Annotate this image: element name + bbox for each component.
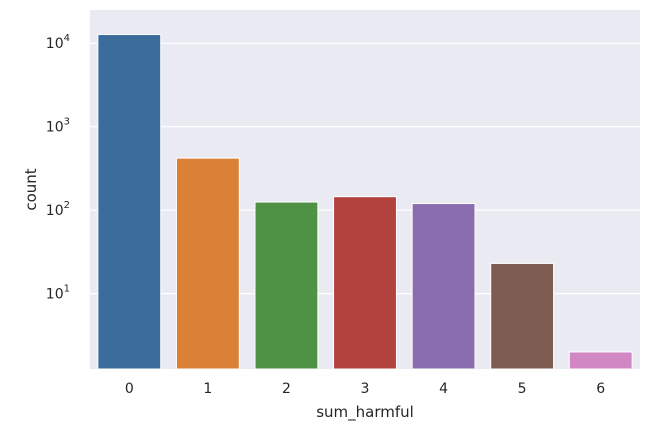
x-tick-label: 6: [596, 381, 605, 397]
x-tick-label: 5: [518, 381, 527, 397]
bar-3: [333, 196, 397, 370]
x-tick-label: 3: [361, 381, 370, 397]
bar-0: [97, 34, 162, 370]
y-tick-label: 104: [46, 33, 70, 52]
bar-2: [254, 201, 319, 370]
bar-4: [411, 203, 476, 370]
x-tick-label: 4: [439, 381, 448, 397]
y-tick-labels: 101 102 103 104: [46, 33, 70, 302]
y-axis-label: count: [22, 168, 40, 210]
x-tick-label: 2: [282, 381, 291, 397]
x-tick-label: 1: [203, 381, 212, 397]
bar-5: [490, 262, 555, 370]
bars: [97, 34, 633, 370]
y-tick-label: 101: [46, 284, 70, 303]
x-axis-label: sum_harmful: [316, 403, 414, 422]
y-tick-label: 103: [46, 117, 70, 136]
y-tick-label: 102: [46, 200, 70, 219]
x-tick-labels: 0 1 2 3 4 5 6: [125, 381, 605, 397]
bar-6: [568, 351, 633, 370]
bar-1: [175, 157, 240, 370]
x-tick-label: 0: [125, 381, 134, 397]
